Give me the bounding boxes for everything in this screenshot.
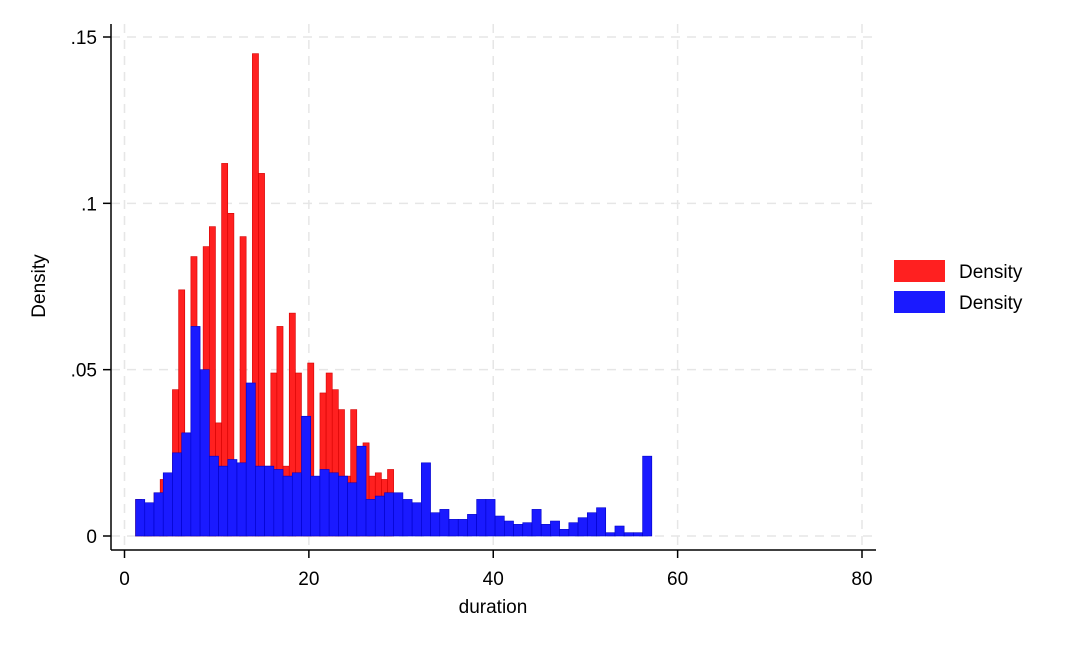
bar-series-1-6: [190, 326, 201, 537]
bar-series-1-26: [374, 495, 385, 537]
bar-series-1-30: [411, 502, 422, 537]
x-axis-title: duration: [459, 597, 528, 618]
bar-series-1-23: [347, 482, 358, 537]
x-tick-label-1: 20: [298, 569, 319, 590]
bar-series-1-32: [430, 512, 441, 537]
x-tick-label-2: 40: [483, 569, 504, 590]
bar-series-1-7: [199, 369, 210, 537]
bar-series-1-48: [577, 517, 588, 537]
bar-series-1-45: [550, 520, 560, 537]
bar-series-1-2: [153, 492, 164, 537]
bar-series-1-53: [623, 532, 634, 537]
y-axis-title: Density: [29, 254, 50, 318]
bar-series-1-8: [209, 455, 219, 537]
bar-series-1-20: [319, 469, 330, 537]
bar-series-1-11: [236, 462, 247, 537]
legend-label-blue: Density: [959, 293, 1023, 314]
bar-series-1-12: [245, 382, 256, 537]
bar-series-1-19: [310, 475, 321, 537]
bars: [135, 53, 653, 537]
bar-series-1-40: [504, 520, 514, 537]
bar-series-1-47: [568, 522, 579, 537]
y-tick-label-3: .15: [71, 28, 97, 49]
bar-series-1-29: [402, 499, 413, 537]
bar-series-1-49: [586, 512, 597, 537]
y-tick-label-2: .1: [81, 194, 97, 215]
bar-series-1-55: [642, 455, 653, 537]
bar-series-1-54: [633, 532, 643, 537]
bar-series-1-52: [614, 525, 625, 537]
bar-series-1-9: [218, 465, 229, 537]
bar-series-1-4: [172, 452, 182, 537]
y-tick-label-1: .05: [71, 361, 97, 382]
bar-series-1-17: [291, 472, 302, 537]
bar-series-1-5: [181, 432, 192, 537]
x-tick-label-0: 0: [119, 569, 130, 590]
bar-series-1-27: [384, 492, 394, 537]
bar-series-1-3: [162, 472, 173, 537]
bar-series-1-41: [513, 524, 524, 537]
ticks: 0 20 40 60 80 0 .05 .1 .15: [71, 28, 873, 590]
bar-series-1-39: [494, 515, 505, 537]
bar-series-1-50: [596, 507, 607, 537]
bar-series-1-31: [421, 462, 431, 537]
bar-series-1-10: [227, 459, 238, 537]
bar-series-1-51: [605, 532, 616, 537]
bar-series-1-36: [467, 514, 477, 537]
bar-series-1-22: [338, 475, 348, 537]
bar-series-1-24: [356, 445, 367, 537]
bar-series-1-38: [485, 499, 496, 537]
bar-series-1-25: [365, 499, 376, 537]
bar-series-1-18: [301, 415, 312, 537]
bar-series-1-42: [522, 522, 533, 537]
legend: Density Density: [894, 260, 1023, 314]
bar-series-1-37: [476, 499, 487, 537]
x-tick-label-3: 60: [667, 569, 688, 590]
bar-series-1-14: [264, 465, 275, 537]
bar-series-1-46: [559, 529, 570, 537]
bar-series-1-16: [282, 475, 293, 537]
bar-series-1-43: [531, 509, 542, 537]
bar-series-1-1: [144, 502, 155, 537]
bar-series-1-44: [540, 524, 551, 537]
bar-series-1-28: [393, 492, 404, 537]
legend-label-red: Density: [959, 262, 1023, 283]
legend-swatch-blue: [894, 291, 945, 313]
bar-series-1-35: [457, 519, 468, 537]
legend-swatch-red: [894, 260, 945, 282]
bar-series-1-13: [255, 465, 265, 537]
bar-series-1-34: [448, 519, 459, 537]
bar-series-1-0: [135, 499, 146, 537]
bar-series-1-21: [328, 472, 339, 537]
bar-series-1-33: [439, 509, 450, 537]
x-tick-label-4: 80: [851, 569, 872, 590]
y-tick-label-0: 0: [86, 527, 97, 548]
bar-series-1-15: [273, 469, 284, 537]
